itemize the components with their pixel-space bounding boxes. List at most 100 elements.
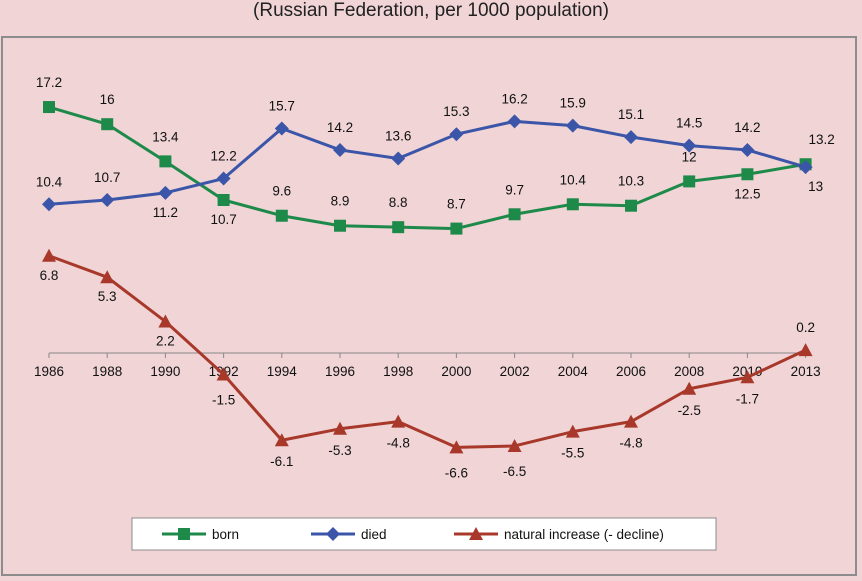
data-point-born-2004 [566,198,579,211]
chart-title: (Russian Federation, per 1000 population… [253,0,609,21]
data-point-died-2013 [798,160,813,175]
data-point-natural increase (- decline)-1990 [158,314,173,328]
data-label-born-1996: 8.9 [331,194,350,209]
data-label-died-2008: 14.5 [676,116,702,131]
data-point-died-2010 [740,142,755,157]
legend-label-born: born [212,527,239,542]
data-label-natural increase (- decline)-1994: -6.1 [270,454,293,469]
legend-marker-born [178,528,190,540]
data-point-born-1994 [275,209,288,222]
data-label-died-1994: 15.7 [269,98,295,113]
x-tick-label-2006: 2006 [616,364,646,379]
data-label-died-1998: 13.6 [385,129,411,144]
series-line-born [48,105,806,231]
data-point-natural increase (- decline)-2002 [507,438,522,452]
data-point-natural increase (- decline)-1996 [333,421,347,435]
legend: born died natural increase (- decline) [131,517,717,551]
data-point-born-2002 [508,208,521,221]
data-label-died-1996: 14.2 [327,120,353,135]
data-point-died-2008 [682,138,697,153]
data-point-died-1996 [333,142,347,157]
x-tick-label-1990: 1990 [150,364,180,379]
data-point-born-1998 [392,221,405,234]
data-point-born-2008 [683,175,696,188]
data-point-natural increase (- decline)-1986 [42,248,56,262]
data-label-died-1988: 10.7 [94,170,120,185]
x-tick-label-2008: 2008 [674,364,704,379]
legend-marker-died [326,527,340,541]
x-tick-label-1988: 1988 [92,364,122,379]
data-label-natural increase (- decline)-1996: -5.3 [328,443,351,458]
data-point-natural increase (- decline)-2000 [449,440,464,454]
data-label-died-2002: 16.2 [501,91,527,106]
data-label-died-1990: 11.2 [153,205,178,220]
data-label-natural increase (- decline)-1998: -4.8 [387,436,410,451]
data-label-born-2010: 12.5 [734,186,760,201]
data-label-died-2013: 13 [808,179,823,194]
data-point-died-2006 [624,130,638,145]
data-point-born-1996 [334,219,346,232]
data-point-natural increase (- decline)-2006 [624,414,638,428]
data-label-born-2006: 10.3 [618,174,644,189]
data-label-died-1986: 10.4 [36,174,63,189]
data-point-born-2010 [741,168,754,181]
data-label-natural increase (- decline)-2000: -6.6 [445,465,468,480]
data-point-natural increase (- decline)-1988 [100,270,115,284]
data-point-died-2000 [449,127,464,142]
data-label-natural increase (- decline)-1988: 5.3 [98,289,117,304]
data-point-died-1994 [274,121,289,136]
data-label-natural increase (- decline)-2008: -2.5 [678,403,701,418]
data-point-born-1992 [217,193,230,206]
data-label-natural increase (- decline)-2006: -4.8 [619,436,642,451]
data-label-natural increase (- decline)-2002: -6.5 [503,464,526,479]
x-tick-label-2004: 2004 [558,364,589,379]
data-label-born-1998: 8.8 [389,195,408,210]
data-label-natural increase (- decline)-1992: -1.5 [212,392,235,407]
data-label-born-1992: 10.7 [210,212,236,227]
legend-label-died: died [361,527,387,542]
data-point-born-1988 [101,118,114,131]
data-point-natural increase (- decline)-1992 [216,367,231,381]
data-label-natural increase (- decline)-1986: 6.8 [40,268,59,283]
data-point-died-2004 [565,118,580,133]
series-line-natural increase (- decline) [48,254,807,449]
data-label-born-2008: 12 [682,149,697,164]
data-point-born-2000 [450,222,463,235]
data-label-died-1992: 12.2 [210,149,236,164]
data-label-natural increase (- decline)-2004: -5.5 [561,446,584,461]
data-label-born-2002: 9.7 [505,182,524,197]
data-point-natural increase (- decline)-1998 [391,414,406,428]
x-tick-label-1994: 1994 [267,364,298,379]
data-point-died-1998 [391,151,406,166]
data-label-born-1990: 13.4 [152,129,179,144]
data-point-died-1990 [158,185,173,200]
legend-box [131,517,717,551]
data-label-born-1994: 9.6 [272,184,291,199]
chart-frame [1,36,857,576]
data-label-born-2004: 10.4 [560,172,587,187]
data-label-born-2013: 13.2 [808,132,834,147]
data-label-died-2004: 15.9 [560,96,586,111]
legend-label-natural increase (- decline): natural increase (- decline) [504,527,664,542]
x-tick-label-1996: 1996 [325,364,355,379]
data-point-born-1990 [159,155,172,168]
data-label-natural increase (- decline)-2013: 0.2 [796,320,815,335]
x-tick-label-2000: 2000 [441,364,471,379]
data-point-natural increase (- decline)-2010 [740,370,755,384]
legend-marker-natural increase (- decline) [469,527,483,540]
data-point-natural increase (- decline)-1994 [274,433,289,447]
data-point-died-1992 [216,171,231,186]
data-point-natural increase (- decline)-2008 [682,381,697,395]
data-label-died-2006: 15.1 [618,107,644,122]
data-point-died-2002 [507,114,522,129]
x-tick-label-1986: 1986 [34,364,64,379]
data-label-died-2000: 15.3 [443,104,469,119]
data-point-born-1986 [43,101,55,114]
x-tick-label-2002: 2002 [500,364,530,379]
x-tick-label-1998: 1998 [383,364,413,379]
data-label-born-1988: 16 [100,92,115,107]
data-label-died-2010: 14.2 [734,120,760,135]
data-label-born-1986: 17.2 [36,75,62,90]
x-tick-label-2013: 2013 [791,364,821,379]
